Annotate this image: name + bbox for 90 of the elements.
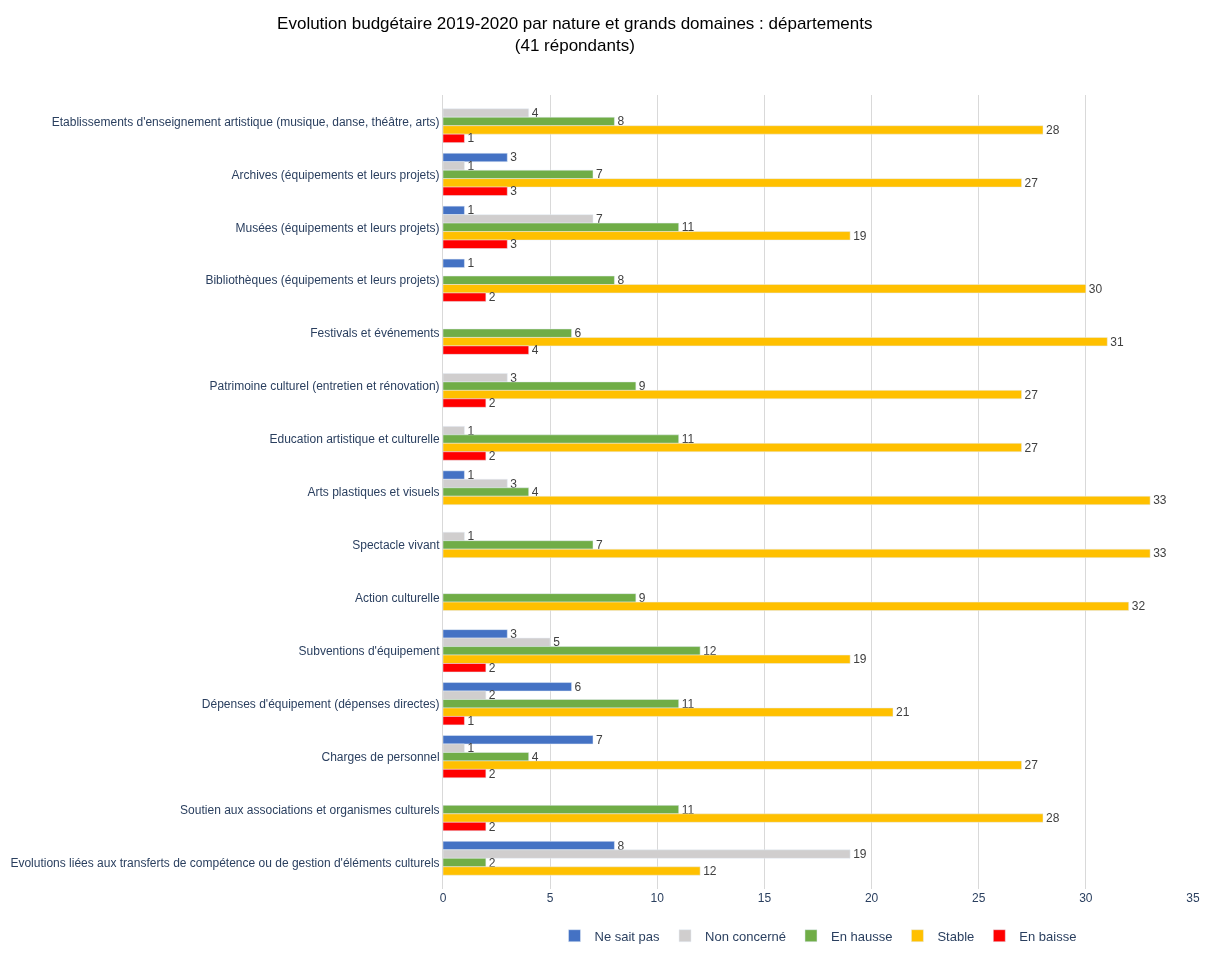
- y-tick-label: Musées (équipements et leurs projets): [235, 220, 440, 235]
- data-label: 27: [1024, 387, 1039, 402]
- data-label: 2: [488, 449, 496, 464]
- x-tick-label: 10: [650, 891, 665, 905]
- data-label: 19: [853, 228, 867, 243]
- data-label: 8: [617, 273, 625, 288]
- data-label: 21: [896, 705, 910, 720]
- data-label: 31: [1110, 334, 1124, 349]
- data-label: 1: [467, 158, 475, 173]
- data-label: 4: [531, 749, 539, 764]
- y-tick-label: Arts plastiques et visuels: [307, 485, 440, 500]
- data-label: 3: [510, 150, 518, 165]
- data-label: 30: [1088, 281, 1103, 296]
- legend-label: Ne sait pas: [594, 928, 661, 944]
- data-label: 11: [681, 802, 695, 817]
- data-label: 3: [510, 626, 518, 641]
- data-label: 12: [703, 864, 717, 879]
- data-label: 9: [638, 379, 646, 394]
- x-tick-label: 35: [1186, 891, 1200, 905]
- legend-label: En hausse: [830, 928, 893, 944]
- y-tick-label: Patrimoine culturel (entretien et rénovation): [209, 379, 440, 394]
- data-label: 7: [596, 167, 603, 182]
- data-label: 5: [553, 635, 561, 650]
- legend-label: Non concerné: [705, 928, 786, 944]
- data-label: 1: [467, 131, 475, 146]
- data-label: 1: [467, 423, 475, 438]
- data-label: 9: [638, 590, 646, 605]
- data-label: 11: [681, 432, 695, 447]
- data-label: 7: [596, 537, 603, 552]
- data-label: 8: [617, 838, 625, 853]
- data-label: 28: [1046, 811, 1060, 826]
- data-label: 4: [531, 343, 539, 358]
- data-label: 3: [510, 237, 518, 252]
- data-label: 2: [488, 855, 496, 870]
- data-label: 1: [467, 741, 475, 756]
- y-tick-label: Archives (équipements et leurs projets): [231, 167, 440, 182]
- data-label: 1: [467, 256, 475, 271]
- chart-title: Evolution budgétaire 2019-2020 par nature et grands domaines : départements (41 répondants): [277, 13, 873, 55]
- data-label: 27: [1024, 175, 1039, 190]
- data-label: 6: [574, 326, 582, 341]
- data-label: 1: [467, 468, 475, 483]
- data-label: 2: [488, 396, 496, 411]
- x-tick-label: 30: [1079, 891, 1093, 905]
- y-tick-label: Etablissements d'enseignement artistique (musique, danse, théâtre, arts): [51, 114, 440, 129]
- x-tick-label: 20: [864, 891, 879, 905]
- data-label: 1: [467, 529, 475, 544]
- y-tick-label: Festivals et événements: [310, 326, 440, 341]
- y-tick-label: Soutien aux associations et organismes culturels: [180, 802, 440, 817]
- x-tick-label: 25: [972, 891, 986, 905]
- data-label: 8: [617, 114, 625, 129]
- y-tick-label: Education artistique et culturelle: [269, 432, 440, 447]
- data-label: 19: [853, 652, 867, 667]
- data-label: 3: [510, 184, 518, 199]
- bar: [443, 258, 465, 268]
- data-label: 11: [681, 220, 695, 235]
- data-label: 2: [488, 290, 496, 305]
- data-label: 6: [574, 679, 582, 694]
- data-label: 33: [1153, 493, 1167, 508]
- data-label: 19: [853, 847, 867, 862]
- data-label: 2: [488, 766, 496, 781]
- data-label: 4: [531, 485, 539, 499]
- data-label: 27: [1024, 440, 1039, 455]
- data-label: 1: [467, 713, 475, 728]
- x-tick-label: 15: [757, 891, 772, 905]
- data-label: 32: [1131, 599, 1146, 614]
- data-label: 7: [596, 211, 603, 226]
- legend-label: Stable: [937, 928, 975, 944]
- data-label: 11: [681, 696, 695, 711]
- data-label: 2: [488, 819, 496, 834]
- y-tick-label: Subventions d'équipement: [298, 644, 441, 658]
- data-label: 7: [596, 732, 603, 747]
- data-label: 27: [1024, 758, 1039, 773]
- data-label: 3: [510, 476, 518, 491]
- data-label: 33: [1153, 546, 1167, 561]
- data-label: 1: [467, 203, 475, 218]
- y-tick-label: Spectacle vivant: [352, 538, 441, 553]
- data-label: 2: [488, 688, 496, 703]
- data-label: 12: [703, 643, 717, 658]
- y-tick-label: Bibliothèques (équipements et leurs projets): [205, 273, 440, 288]
- y-tick-label: Action culturelle: [354, 591, 440, 606]
- data-label: 2: [488, 660, 496, 675]
- y-tick-label: Dépenses d'équipement (dépenses directes): [201, 696, 440, 711]
- data-label: 3: [510, 370, 518, 385]
- x-tick-label: 5: [546, 891, 554, 905]
- x-tick-label: 0: [439, 891, 447, 905]
- legend-label: En baisse: [1019, 928, 1077, 944]
- data-label: 4: [531, 106, 539, 120]
- y-tick-label: Charges de personnel: [321, 749, 440, 764]
- data-label: 28: [1046, 122, 1060, 137]
- y-tick-label: Evolutions liées aux transferts de compétence ou de gestion d'éléments culturels: [10, 855, 440, 870]
